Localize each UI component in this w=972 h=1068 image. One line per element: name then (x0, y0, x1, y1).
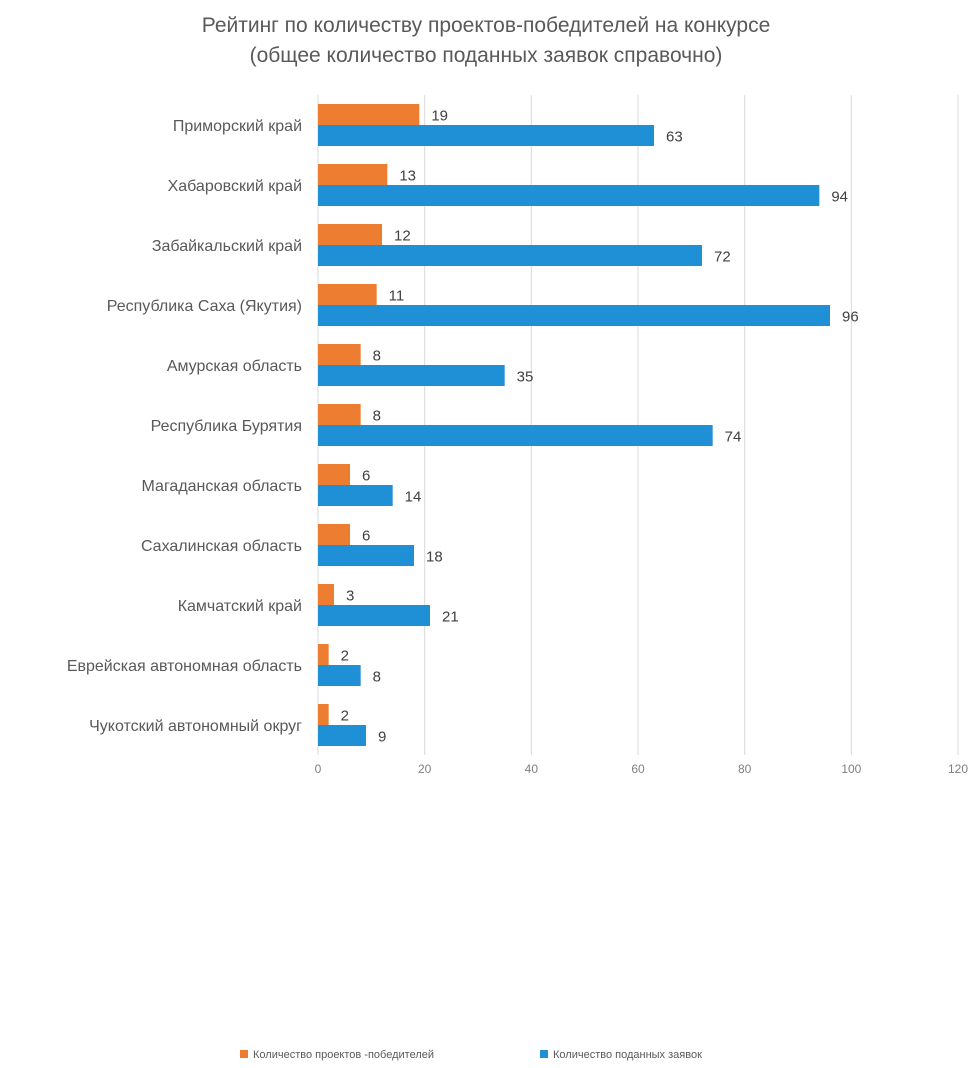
bar-applications (318, 125, 654, 146)
bar-winners (318, 164, 388, 185)
category-label: Камчатский край (178, 598, 302, 615)
category-label: Хабаровский край (168, 178, 302, 195)
bar-winners (318, 644, 329, 665)
data-label: 3 (346, 588, 354, 605)
bar-winners (318, 284, 377, 305)
x-tick-label: 100 (841, 762, 861, 776)
data-label: 13 (399, 168, 416, 185)
bar-applications (318, 605, 430, 626)
bar-applications (318, 725, 366, 746)
data-label: 96 (842, 309, 859, 326)
x-tick-label: 120 (948, 762, 968, 776)
category-label: Чукотский автономный округ (89, 718, 302, 735)
bar-applications (318, 185, 820, 206)
data-label: 11 (389, 288, 405, 305)
data-label: 74 (725, 429, 742, 446)
bar-winners (318, 344, 361, 365)
chart-title-line-1: Рейтинг по количеству проектов-победител… (201, 14, 771, 37)
data-label: 8 (373, 348, 381, 365)
category-label: Сахалинская область (141, 538, 302, 555)
data-label: 94 (831, 189, 848, 206)
bar-winners (318, 524, 350, 545)
bar-applications (318, 245, 702, 266)
bar-winners (318, 224, 382, 245)
bar-applications (318, 665, 361, 686)
bar-applications (318, 365, 505, 386)
legend-label: Количество проектов -победителей (253, 1049, 434, 1061)
data-label: 2 (341, 708, 349, 725)
data-label: 21 (442, 609, 459, 626)
category-label: Амурская область (167, 358, 302, 375)
category-label: Еврейская автономная область (67, 658, 302, 675)
data-label: 19 (431, 108, 448, 125)
legend-marker-winners (240, 1050, 248, 1058)
bar-applications (318, 425, 713, 446)
x-tick-label: 0 (315, 762, 322, 776)
data-label: 2 (341, 648, 349, 665)
legend-marker-applications (540, 1050, 548, 1058)
data-label: 8 (373, 408, 381, 425)
data-label: 72 (714, 249, 731, 266)
category-label: Республика Бурятия (151, 418, 302, 435)
data-label: 14 (405, 489, 422, 506)
data-label: 63 (666, 129, 683, 146)
bar-applications (318, 305, 830, 326)
category-label: Магаданская область (142, 478, 302, 495)
bar-applications (318, 485, 393, 506)
bar-winners (318, 104, 420, 125)
data-label: 35 (517, 369, 534, 386)
legend-label: Количество поданных заявок (553, 1049, 702, 1061)
data-label: 6 (362, 528, 370, 545)
category-label: Забайкальский край (152, 238, 302, 255)
bar-winners (318, 584, 334, 605)
bar-winners (318, 464, 350, 485)
chart-title-line-2: (общее количество поданных заявок справо… (249, 44, 723, 67)
data-label: 8 (373, 669, 381, 686)
x-tick-label: 80 (738, 762, 752, 776)
data-label: 9 (378, 729, 386, 746)
bar-winners (318, 404, 361, 425)
bar-applications (318, 545, 414, 566)
x-tick-label: 60 (631, 762, 645, 776)
data-label: 12 (394, 228, 411, 245)
data-label: 6 (362, 468, 370, 485)
data-label: 18 (426, 549, 443, 566)
bar-winners (318, 704, 329, 725)
category-label: Республика Саха (Якутия) (107, 298, 302, 315)
category-label: Приморский край (173, 118, 302, 135)
x-tick-label: 40 (525, 762, 539, 776)
x-tick-label: 20 (418, 762, 432, 776)
